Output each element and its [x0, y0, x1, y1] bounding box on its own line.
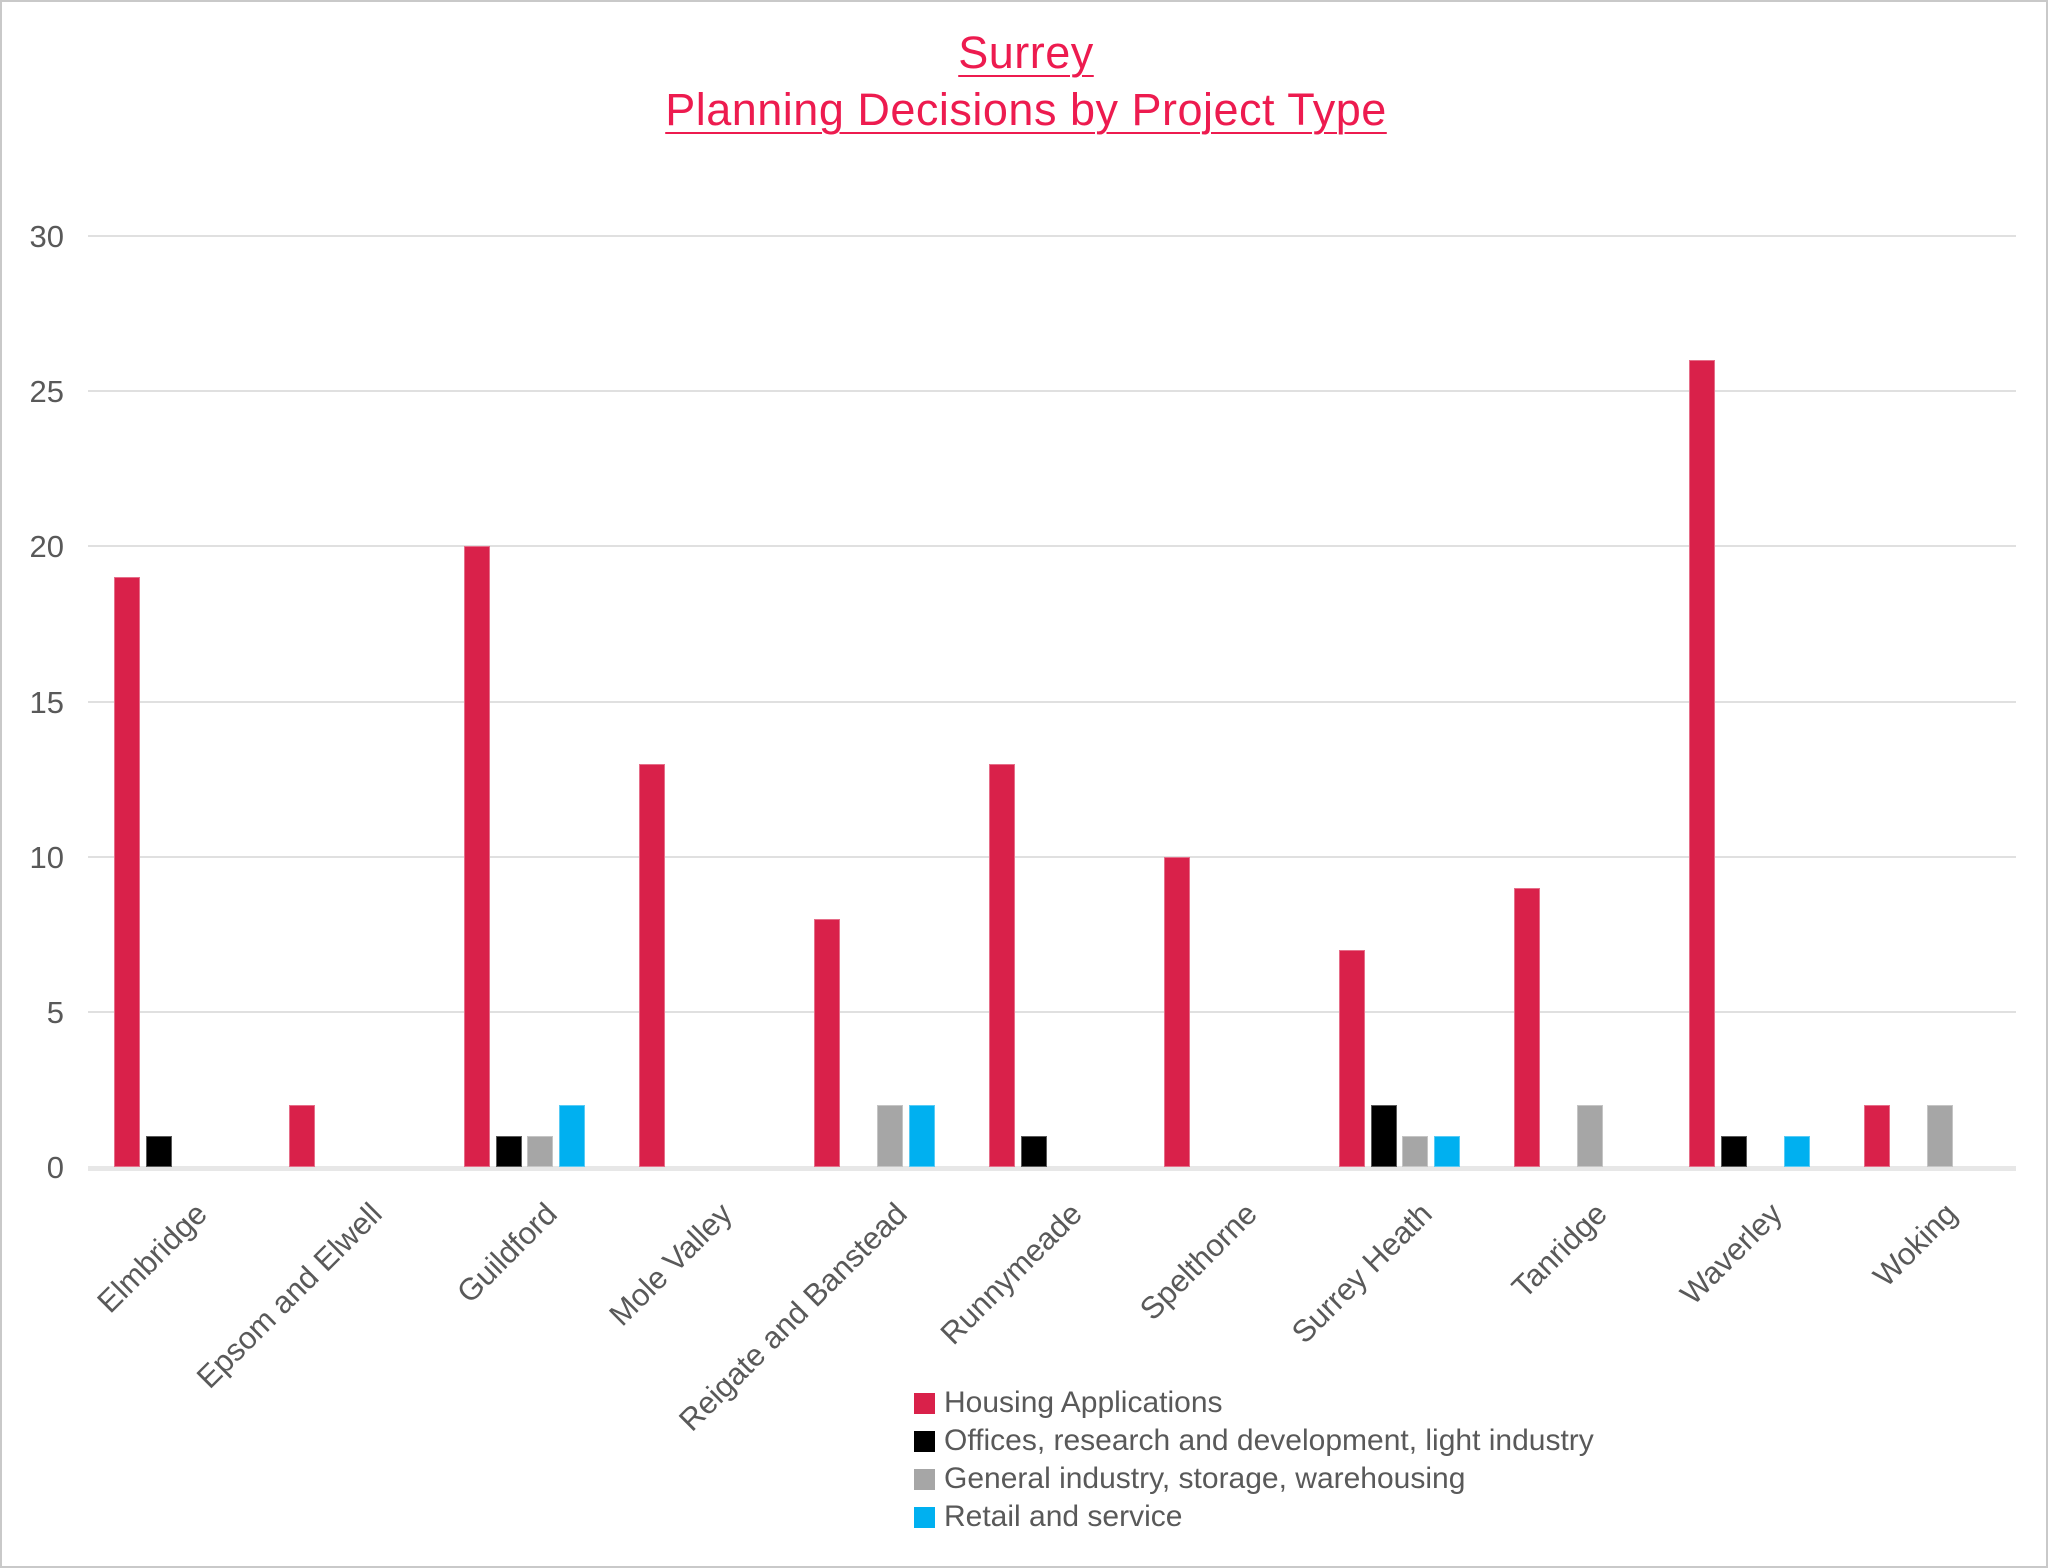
legend-swatch-icon: [914, 1468, 935, 1490]
gridline-5: [88, 1010, 2016, 1013]
bar-waverley-series-4: [1783, 1135, 1810, 1167]
legend-label: Housing Applications: [944, 1386, 1223, 1419]
bar-surrey-heath-series-3: [1402, 1135, 1428, 1167]
legend-label: Offices, research and development, light…: [944, 1424, 1594, 1457]
x-axis-label-guildford: Guildford: [450, 1196, 564, 1310]
bar-surrey-heath-series-2: [1370, 1104, 1397, 1167]
y-tick-label-25: 25: [29, 374, 64, 410]
legend-item-4: Retail and service: [914, 1498, 1594, 1536]
y-tick-label-10: 10: [29, 839, 64, 875]
bar-surrey-heath-series-1: [1339, 949, 1365, 1167]
y-tick-label-20: 20: [29, 529, 64, 565]
bar-woking-series-1: [1864, 1104, 1890, 1167]
bar-guildford-series-1: [464, 546, 490, 1167]
bar-reigate-and-banstead-series-3: [877, 1104, 903, 1167]
bar-spelthorne-series-1: [1164, 856, 1190, 1167]
y-tick-label-30: 30: [29, 219, 64, 254]
legend: Housing Applications Offices, research an…: [914, 1384, 1594, 1536]
chart-title-line2: Planning Decisions by Project Type: [665, 84, 1387, 135]
bar-runnymeade-series-1: [989, 763, 1015, 1167]
chart-title-line1: Surrey: [958, 27, 1094, 78]
gridline-10: [88, 855, 2016, 858]
x-axis-label-epsom-and-elwell: Epsom and Elwell: [189, 1196, 389, 1395]
bar-reigate-and-banstead-series-4: [908, 1104, 935, 1167]
legend-swatch-icon: [914, 1506, 935, 1528]
gridline-20: [88, 545, 2016, 548]
legend-label: General industry, storage, warehousing: [944, 1462, 1466, 1495]
bar-tanridge-series-1: [1514, 887, 1540, 1167]
bar-waverley-series-2: [1720, 1135, 1747, 1167]
x-axis-label-woking: Woking: [1866, 1196, 1964, 1294]
bar-woking-series-3: [1927, 1104, 1953, 1167]
y-tick-label-5: 5: [46, 994, 64, 1030]
chart-title: Surrey Planning Decisions by Project Typ…: [2, 24, 2046, 138]
bar-guildford-series-3: [527, 1135, 553, 1167]
y-tick-label-15: 15: [29, 684, 64, 720]
bar-epsom-and-elwell-series-1: [289, 1104, 315, 1167]
legend-item-1: Housing Applications: [914, 1384, 1594, 1422]
bar-guildford-series-4: [558, 1104, 585, 1167]
legend-item-3: General industry, storage, warehousing: [914, 1460, 1594, 1498]
x-axis-label-mole-valley: Mole Valley: [602, 1196, 739, 1333]
bar-runnymeade-series-2: [1020, 1135, 1047, 1167]
x-axis-label-reigate-and-banstead: Reigate and Banstead: [672, 1196, 914, 1438]
bar-guildford-series-2: [495, 1135, 522, 1167]
bar-waverley-series-1: [1689, 360, 1715, 1167]
gridline-15: [88, 700, 2016, 703]
legend-item-2: Offices, research and development, light…: [914, 1422, 1594, 1460]
x-axis-line: [88, 1166, 2016, 1171]
y-tick-label-0: 0: [46, 1150, 64, 1185]
legend-swatch-icon: [914, 1392, 935, 1414]
gridline-25: [88, 390, 2016, 393]
bar-tanridge-series-3: [1577, 1104, 1603, 1167]
bar-mole-valley-series-1: [639, 763, 665, 1167]
bar-surrey-heath-series-4: [1433, 1135, 1460, 1167]
gridline-30: [88, 235, 2016, 237]
bar-elmbridge-series-2: [145, 1135, 172, 1167]
bar-elmbridge-series-1: [114, 577, 140, 1167]
legend-swatch-icon: [914, 1430, 935, 1452]
legend-label: Retail and service: [944, 1500, 1183, 1533]
bar-reigate-and-banstead-series-1: [814, 918, 840, 1167]
